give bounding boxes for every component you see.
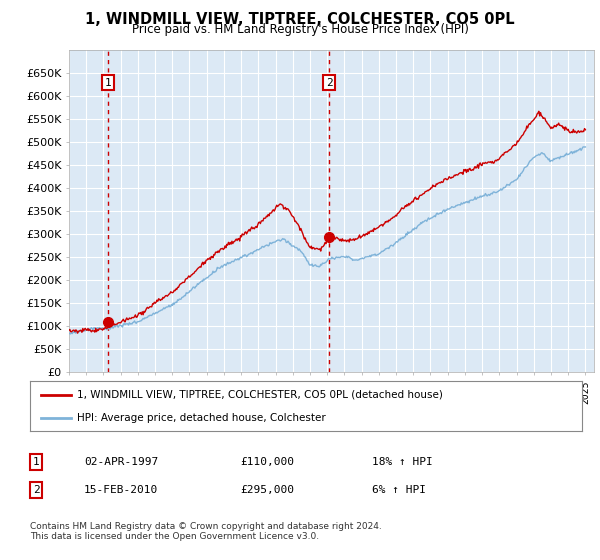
Text: 1: 1 — [104, 78, 111, 87]
Text: 1, WINDMILL VIEW, TIPTREE, COLCHESTER, CO5 0PL (detached house): 1, WINDMILL VIEW, TIPTREE, COLCHESTER, C… — [77, 390, 443, 400]
Text: £295,000: £295,000 — [240, 485, 294, 495]
Text: 6% ↑ HPI: 6% ↑ HPI — [372, 485, 426, 495]
Text: 2: 2 — [32, 485, 40, 495]
Text: Price paid vs. HM Land Registry's House Price Index (HPI): Price paid vs. HM Land Registry's House … — [131, 23, 469, 36]
Text: 02-APR-1997: 02-APR-1997 — [84, 457, 158, 467]
Text: 2: 2 — [326, 78, 332, 87]
Text: 1: 1 — [32, 457, 40, 467]
Text: 18% ↑ HPI: 18% ↑ HPI — [372, 457, 433, 467]
Text: HPI: Average price, detached house, Colchester: HPI: Average price, detached house, Colc… — [77, 413, 326, 423]
Text: Contains HM Land Registry data © Crown copyright and database right 2024.
This d: Contains HM Land Registry data © Crown c… — [30, 522, 382, 542]
Text: 15-FEB-2010: 15-FEB-2010 — [84, 485, 158, 495]
Text: £110,000: £110,000 — [240, 457, 294, 467]
Text: 1, WINDMILL VIEW, TIPTREE, COLCHESTER, CO5 0PL: 1, WINDMILL VIEW, TIPTREE, COLCHESTER, C… — [85, 12, 515, 27]
